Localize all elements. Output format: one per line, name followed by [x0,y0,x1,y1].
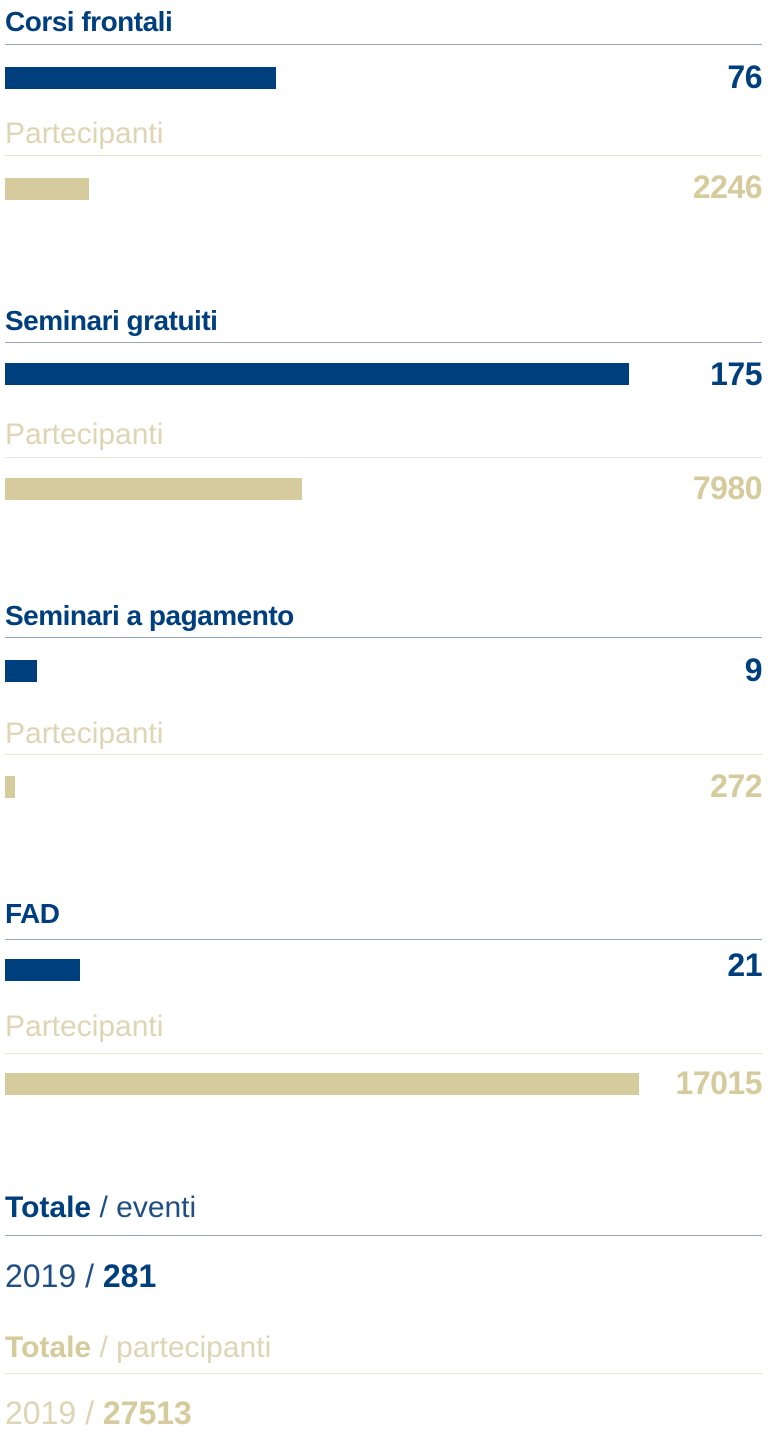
participants-label: Partecipanti [5,717,164,750]
events-bar [5,660,37,682]
participants-bar [5,1073,639,1095]
section-rule [5,637,762,638]
events-bar [5,67,276,89]
events-value: 9 [744,652,763,688]
section-rule [5,939,762,940]
participants-label: Partecipanti [5,1010,164,1043]
events-total-line: 2019 / 281 [5,1256,156,1296]
participants-bar [5,776,15,798]
section-title: Seminari a pagamento [5,600,294,631]
participants-value: 17015 [675,1065,763,1101]
events-total-sep: / [76,1258,103,1294]
events-value: 76 [727,59,762,95]
participants-total-heading: Totale / partecipanti [5,1328,271,1368]
section-title: FAD [5,898,60,929]
participants-total-bold: Totale [5,1331,92,1364]
participants-bar [5,478,302,500]
events-total-rule [5,1235,762,1236]
participants-rule [5,1053,762,1054]
events-total-bold: Totale [5,1191,92,1224]
participants-bar [5,178,89,200]
events-bar [5,959,80,981]
participants-rule [5,457,762,458]
events-value: 21 [727,947,762,983]
participants-total-rest: / partecipanti [91,1331,272,1364]
participants-total-rule [5,1373,762,1374]
participants-rule [5,754,762,755]
participants-label: Partecipanti [5,117,164,150]
section-rule [5,44,762,45]
participants-value: 7980 [692,470,763,506]
events-total-heading: Totale / eventi [5,1188,196,1228]
participants-total-line: 2019 / 27513 [5,1393,192,1433]
participants-label: Partecipanti [5,418,164,451]
participants-total-value: 27513 [102,1395,192,1431]
participants-rule [5,155,762,156]
participants-value: 2246 [692,169,763,205]
events-bar [5,363,629,385]
events-value: 175 [710,356,762,392]
section-title: Corsi frontali [5,6,173,37]
section-title: Seminari gratuiti [5,305,218,336]
participants-total-year: 2019 [5,1395,77,1431]
participants-total-sep: / [76,1395,103,1431]
participants-value: 272 [710,768,762,804]
events-total-year: 2019 [5,1258,77,1294]
events-total-value: 281 [102,1258,157,1294]
events-total-rest: / eventi [91,1191,197,1224]
section-rule [5,342,762,343]
